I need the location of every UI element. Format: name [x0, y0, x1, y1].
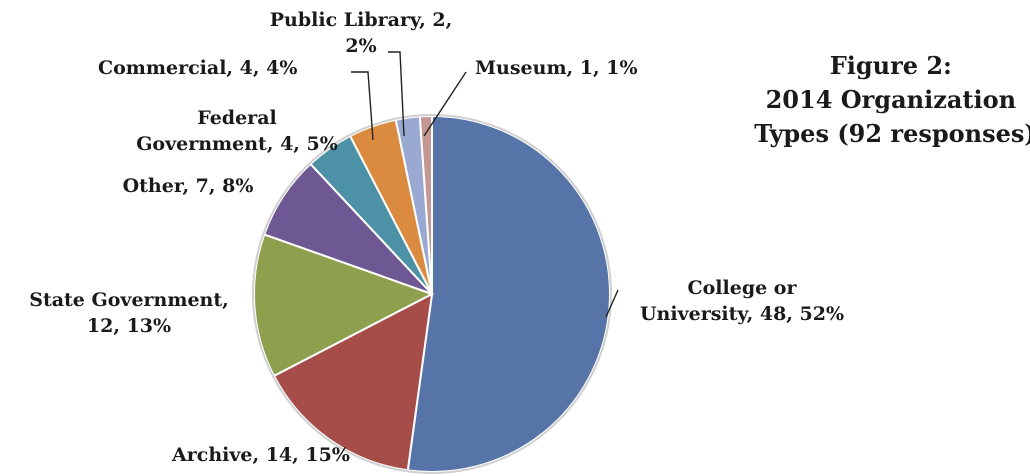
chart-title: Figure 2: 2014 Organization Types (92 re… [754, 51, 1030, 148]
slice-label-other: Other, 7, 8% [123, 175, 254, 197]
slice-label-line: 2% [345, 35, 376, 57]
slice-label-museum: Museum, 1, 1% [475, 57, 638, 79]
slice-label-federal-government: Federal Government, 4, 5% [136, 107, 338, 155]
pie-slice-state-government [253, 233, 435, 378]
slice-label-line: University, 48, 52% [640, 303, 844, 325]
slice-label-state-government: State Government, 12, 13% [29, 289, 229, 337]
pie-rim [252, 114, 612, 474]
slice-label-college-or-university: College or University, 48, 52% [640, 277, 844, 325]
slice-label-commercial: Commercial, 4, 4% [98, 57, 297, 79]
slice-label-public-library: Public Library, 2, 2% [270, 9, 453, 57]
slice-label-line: Archive, 14, 15% [171, 444, 350, 466]
pie-slice-college-or-university [406, 114, 611, 473]
leader-line-commercial [351, 71, 374, 141]
chart-title-line-1: Figure 2: [830, 51, 952, 80]
slice-label-line: College or [688, 277, 798, 299]
chart-title-line-2: 2014 Organization [766, 85, 1016, 114]
slice-label-line: Federal [197, 107, 276, 129]
chart-title-line-3: Types (92 responses) [754, 119, 1030, 148]
slice-label-line: Museum, 1, 1% [475, 57, 638, 79]
pie-slices [252, 114, 612, 474]
leader-line-college-or-university [605, 289, 619, 318]
slice-label-line: Government, 4, 5% [136, 133, 338, 155]
slice-label-line: 12, 13% [87, 315, 171, 337]
pie-slice-archive [272, 292, 434, 472]
slice-label-line: Commercial, 4, 4% [98, 57, 297, 79]
slice-label-archive: Archive, 14, 15% [171, 444, 350, 466]
leader-line-public-library [388, 51, 405, 137]
slice-labels: College or University, 48, 52% Archive, 14… [29, 9, 844, 466]
leader-lines [351, 51, 619, 318]
slice-label-line: Public Library, 2, [270, 9, 453, 31]
leader-line-museum [423, 71, 467, 137]
slice-label-line: State Government, [29, 289, 229, 311]
slice-label-line: Other, 7, 8% [123, 175, 254, 197]
